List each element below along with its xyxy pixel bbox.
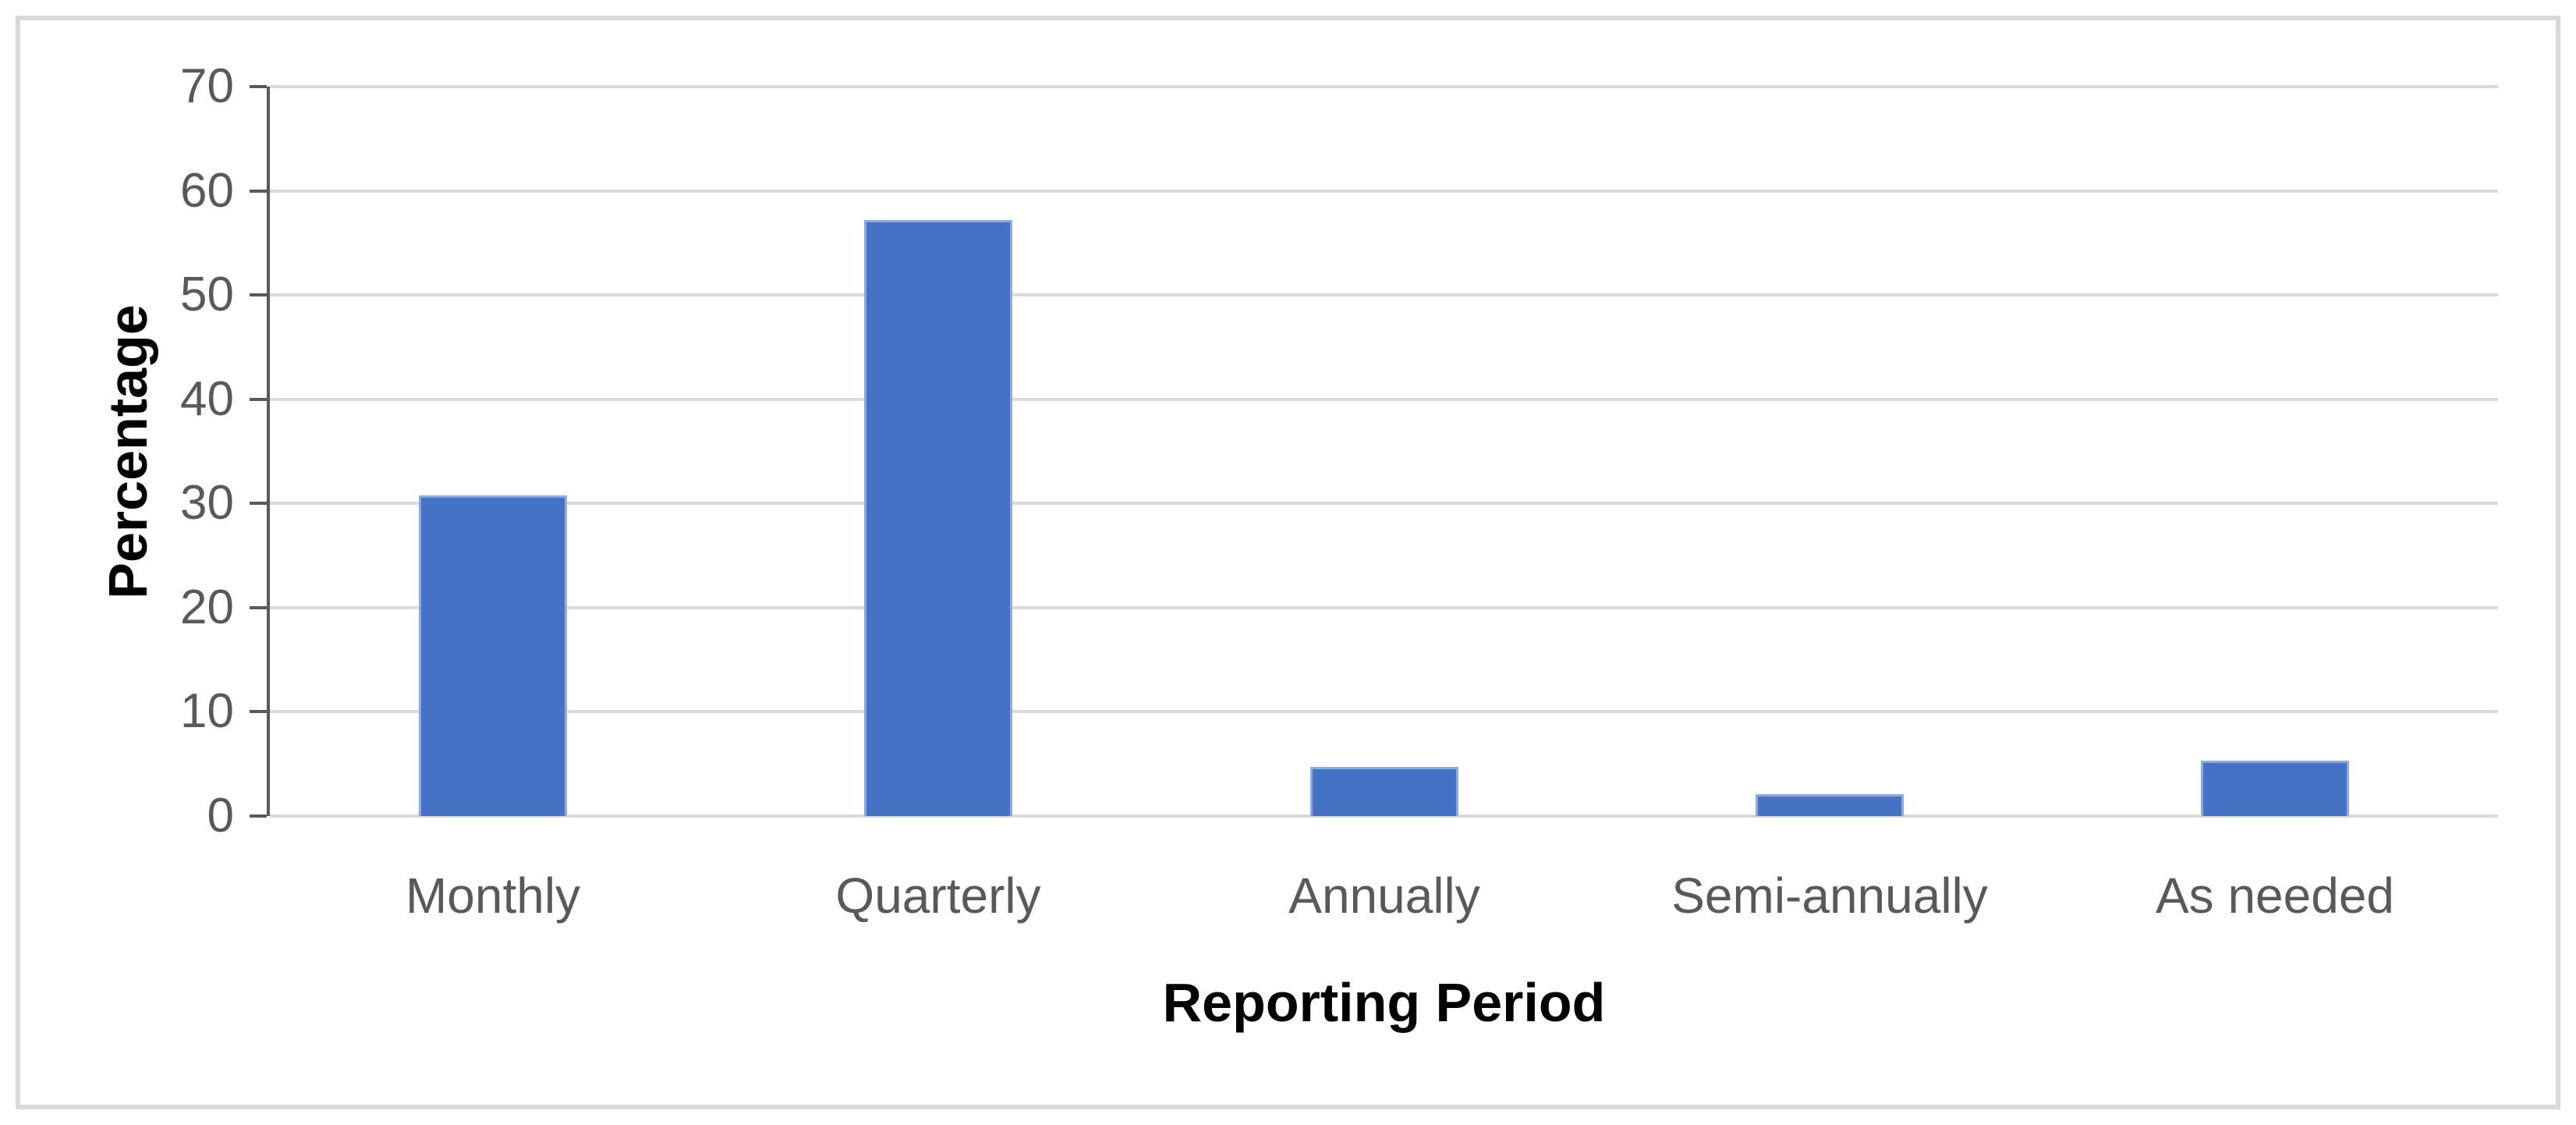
bar-quarterly	[864, 220, 1012, 816]
y-tick-mark-30	[250, 502, 267, 506]
x-axis-title: Reporting Period	[1162, 972, 1606, 1033]
y-tick-label-20: 20	[180, 580, 234, 634]
gridline-50	[270, 293, 2498, 297]
y-tick-mark-60	[250, 189, 267, 193]
y-tick-mark-50	[250, 293, 267, 297]
category-label-semi-annually: Semi-annually	[1671, 868, 1988, 924]
gridline-40	[270, 397, 2498, 401]
gridline-30	[270, 502, 2498, 506]
bar-as-needed	[2201, 761, 2349, 816]
y-tick-label-0: 0	[207, 789, 234, 843]
bar-annually	[1310, 767, 1458, 816]
category-label-annually: Annually	[1288, 868, 1480, 924]
y-axis-title: Percentage	[97, 304, 158, 599]
y-tick-mark-70	[250, 85, 267, 88]
y-tick-label-10: 10	[180, 684, 234, 739]
gridline-70	[270, 85, 2498, 88]
y-tick-mark-40	[250, 397, 267, 401]
y-tick-label-50: 50	[180, 268, 234, 322]
gridline-0	[270, 814, 2498, 818]
y-tick-label-40: 40	[180, 371, 234, 426]
category-label-quarterly: Quarterly	[835, 868, 1041, 924]
gridline-20	[270, 605, 2498, 609]
y-tick-mark-20	[250, 605, 267, 609]
gridline-60	[270, 189, 2498, 193]
y-tick-label-30: 30	[180, 476, 234, 531]
y-tick-mark-0	[250, 814, 267, 818]
bar-monthly	[419, 495, 567, 816]
y-tick-label-70: 70	[180, 59, 234, 113]
y-tick-label-60: 60	[180, 163, 234, 218]
chart-frame-border	[16, 16, 2560, 1109]
y-axis-line	[267, 87, 270, 816]
category-label-as-needed: As needed	[2155, 868, 2395, 924]
y-tick-mark-10	[250, 710, 267, 714]
gridline-10	[270, 710, 2498, 714]
category-label-monthly: Monthly	[405, 868, 581, 924]
bar-semi-annually	[1756, 794, 1904, 816]
